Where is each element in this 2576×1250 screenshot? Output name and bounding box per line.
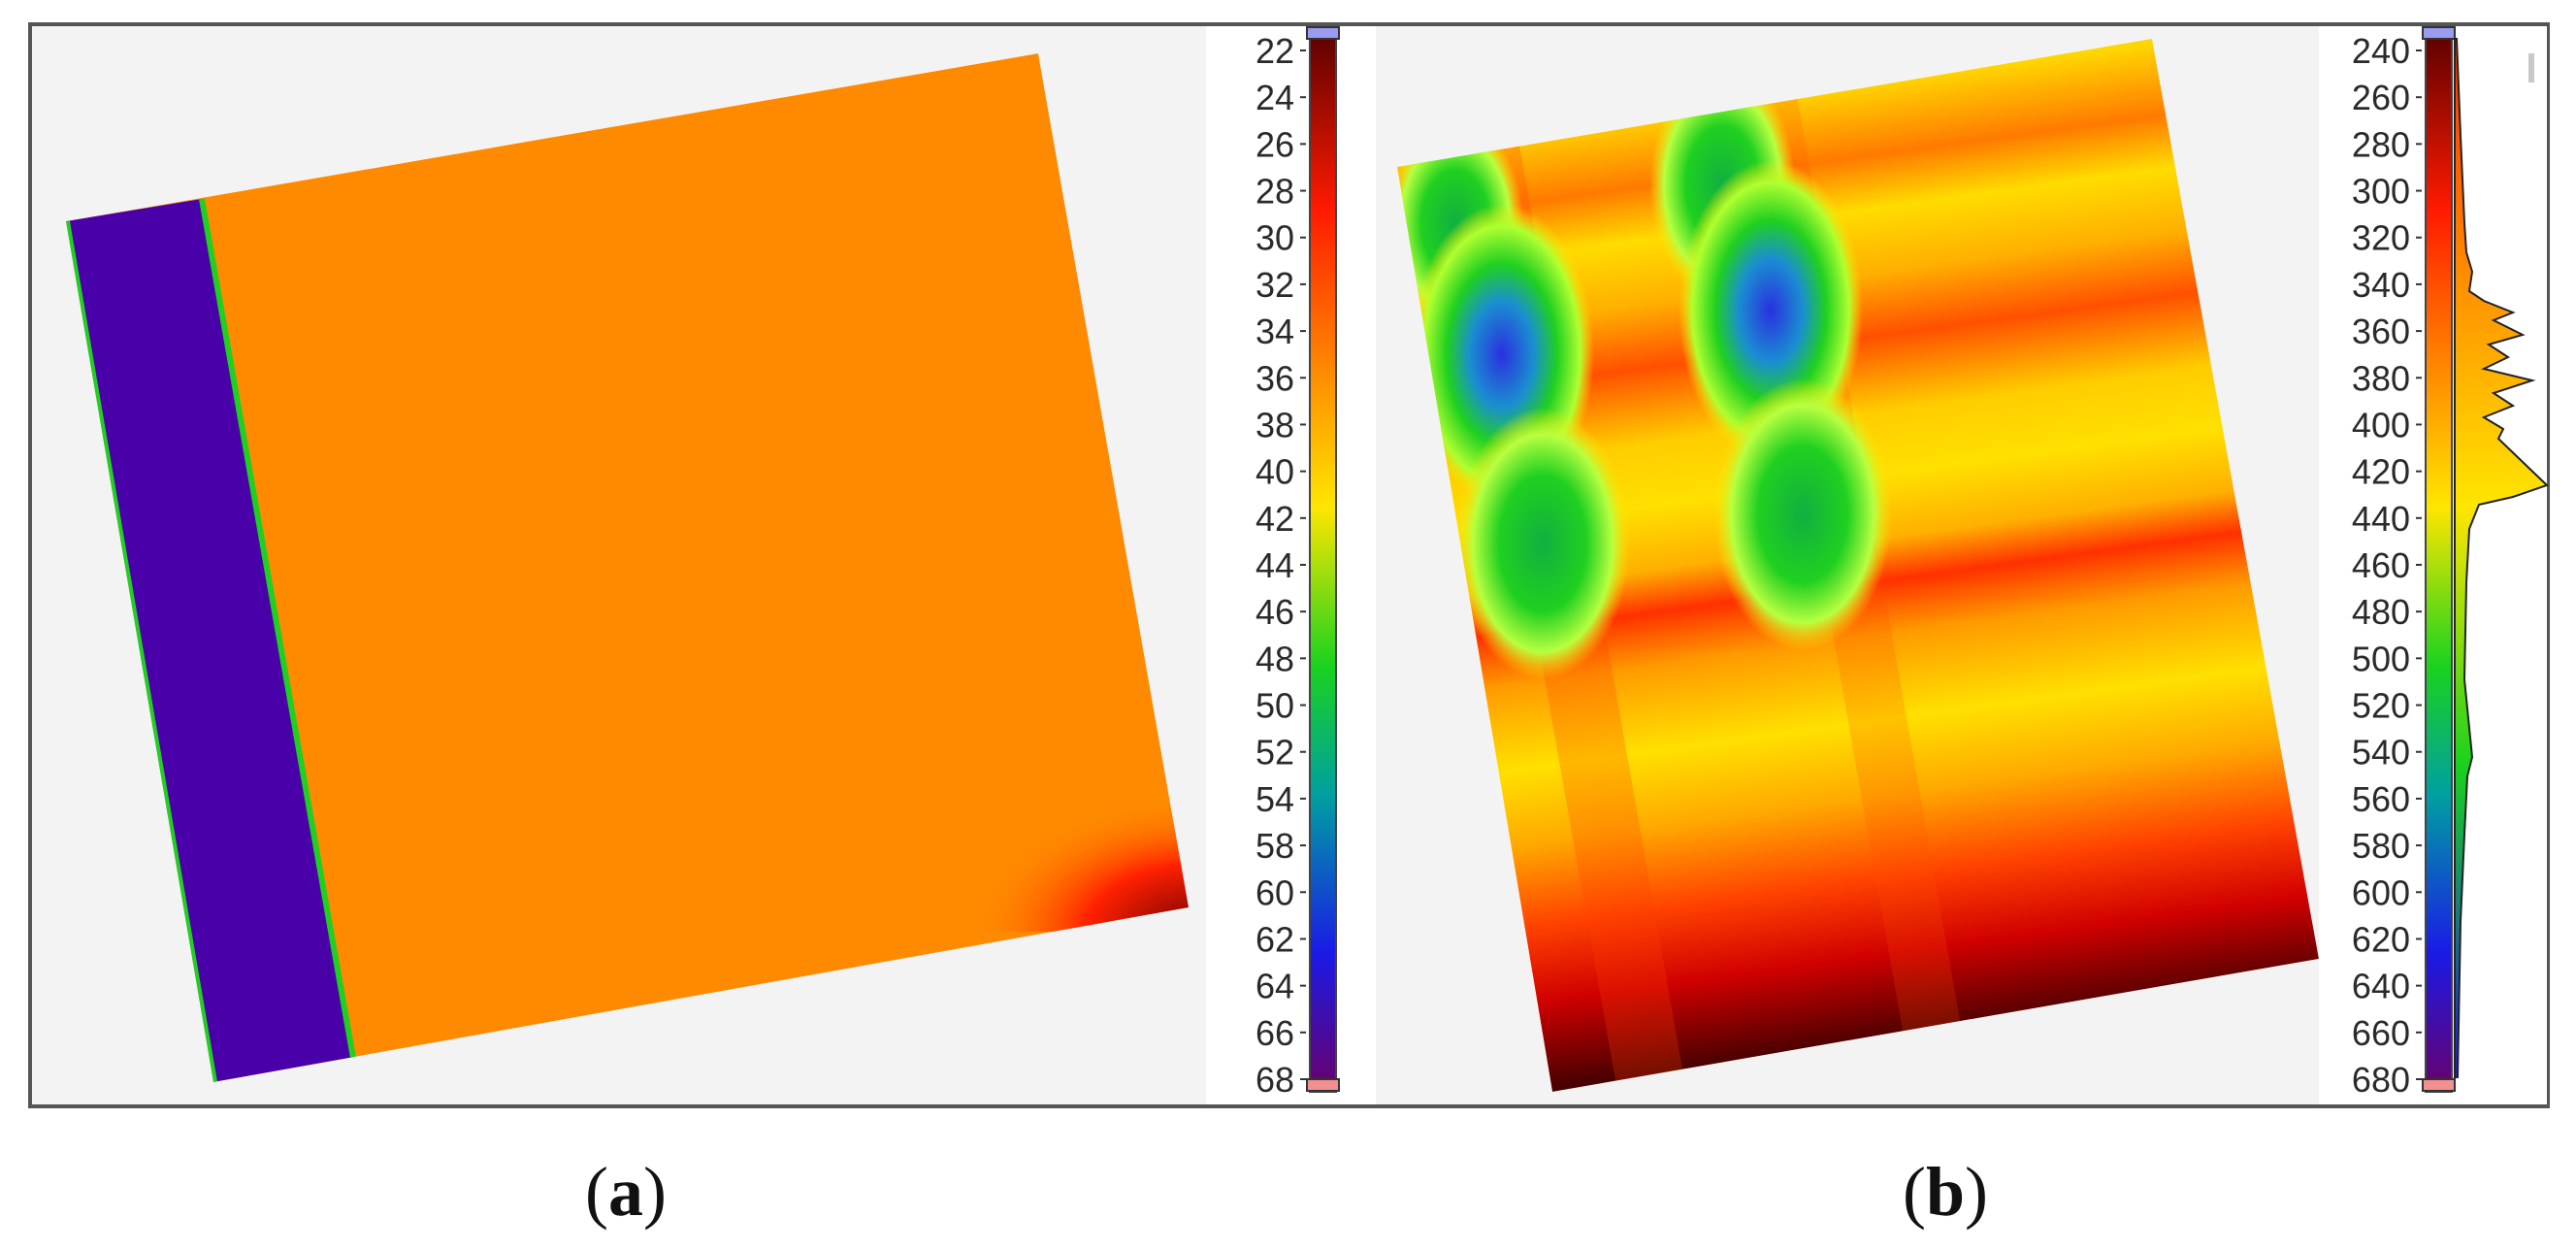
colorbar-tick-label: 500 (2352, 639, 2410, 678)
panel-b-caption: (b) (1903, 1153, 1988, 1231)
colorbar-tick-label: 300 (2352, 172, 2410, 212)
colorbar-tick-label: 460 (2352, 545, 2410, 585)
colorbar-tick-label: 48 (1255, 639, 1294, 678)
panel-a-map (66, 53, 1189, 1082)
colorbar-tick-label: 540 (2352, 733, 2410, 773)
colorbar-tick-label: 600 (2352, 872, 2410, 912)
colorbar-tick-label: 280 (2352, 124, 2410, 164)
colorbar-tick-label: 640 (2352, 967, 2410, 1006)
colorbar-tick-label: 680 (2352, 1060, 2410, 1100)
colorbar-tick-label: 38 (1255, 405, 1294, 444)
panel-b: 240 260 280 300 320 340 360 380 400 420 440 460 480 5… (1376, 26, 2549, 1231)
panel-b-scrollbar[interactable] (2528, 53, 2534, 82)
colorbar-tick-label: 340 (2352, 265, 2410, 305)
panel-a-colorbar-top-handle (1306, 26, 1340, 40)
panel-a-purple-strip (66, 199, 353, 1082)
colorbar-tick-label: 28 (1255, 172, 1294, 212)
colorbar-tick-label: 66 (1255, 1013, 1294, 1053)
colorbar-tick-label: 46 (1255, 592, 1294, 632)
colorbar-tick-label: 560 (2352, 779, 2410, 819)
colorbar-tick-label: 580 (2352, 826, 2410, 866)
colorbar-tick-label: 30 (1255, 218, 1294, 258)
panel-b-colorbar-top-handle (2422, 26, 2456, 40)
panel-a-colorbar (1309, 28, 1337, 1093)
colorbar-tick-label: 62 (1255, 919, 1294, 959)
panel-b-colorbar (2425, 28, 2453, 1093)
colorbar-tick-label: 54 (1255, 779, 1294, 819)
colorbar-tick-label: 40 (1255, 452, 1294, 492)
panel-b-colorbar-bottom-handle (2422, 1078, 2456, 1092)
colorbar-tick-label: 60 (1255, 872, 1294, 912)
colorbar-tick-label: 58 (1255, 826, 1294, 866)
colorbar-tick-label: 520 (2352, 686, 2410, 726)
colorbar-tick-label: 52 (1255, 733, 1294, 773)
panel-a-colorbar-bottom-handle (1306, 1078, 1340, 1092)
colorbar-tick-label: 660 (2352, 1013, 2410, 1053)
colorbar-tick-label: 480 (2352, 592, 2410, 632)
panel-b-colorbar-ticks: 240 260 280 300 320 340 360 380 400 420 440 460 480 5… (2352, 31, 2422, 1100)
colorbar-tick-label: 440 (2352, 499, 2410, 539)
colorbar-tick-label: 380 (2352, 358, 2410, 398)
colorbar-tick-label: 64 (1255, 967, 1294, 1006)
colorbar-tick-label: 32 (1255, 265, 1294, 305)
panel-a-caption: (a) (585, 1153, 667, 1231)
colorbar-tick-label: 42 (1255, 499, 1294, 539)
panel-b-map (1397, 39, 2319, 1092)
colorbar-tick-label: 420 (2352, 452, 2410, 492)
colorbar-tick-label: 34 (1255, 312, 1294, 351)
colorbar-tick-label: 24 (1255, 78, 1294, 117)
colorbar-tick-label: 22 (1255, 31, 1294, 71)
colorbar-tick-label: 36 (1255, 358, 1294, 398)
panel-b-histogram (2454, 38, 2549, 1078)
colorbar-tick-label: 68 (1255, 1060, 1294, 1100)
colorbar-tick-label: 400 (2352, 405, 2410, 444)
colorbar-tick-label: 26 (1255, 124, 1294, 164)
colorbar-tick-label: 44 (1255, 545, 1294, 585)
colorbar-tick-label: 240 (2352, 31, 2410, 71)
colorbar-tick-label: 320 (2352, 218, 2410, 258)
panel-a-colorbar-ticks: 22 24 26 28 30 32 34 36 38 40 42 44 46 48 50 52 54 58 60 62… (1255, 31, 1306, 1100)
colorbar-tick-label: 360 (2352, 312, 2410, 351)
panel-a-colorbar-bg (1206, 26, 1376, 1104)
colorbar-tick-label: 620 (2352, 919, 2410, 959)
panel-a: 22 24 26 28 30 32 34 36 38 40 42 44 46 48 50 52 54 58 60 62… (32, 26, 1376, 1231)
colorbar-tick-label: 260 (2352, 78, 2410, 117)
colorbar-tick-label: 50 (1255, 686, 1294, 726)
